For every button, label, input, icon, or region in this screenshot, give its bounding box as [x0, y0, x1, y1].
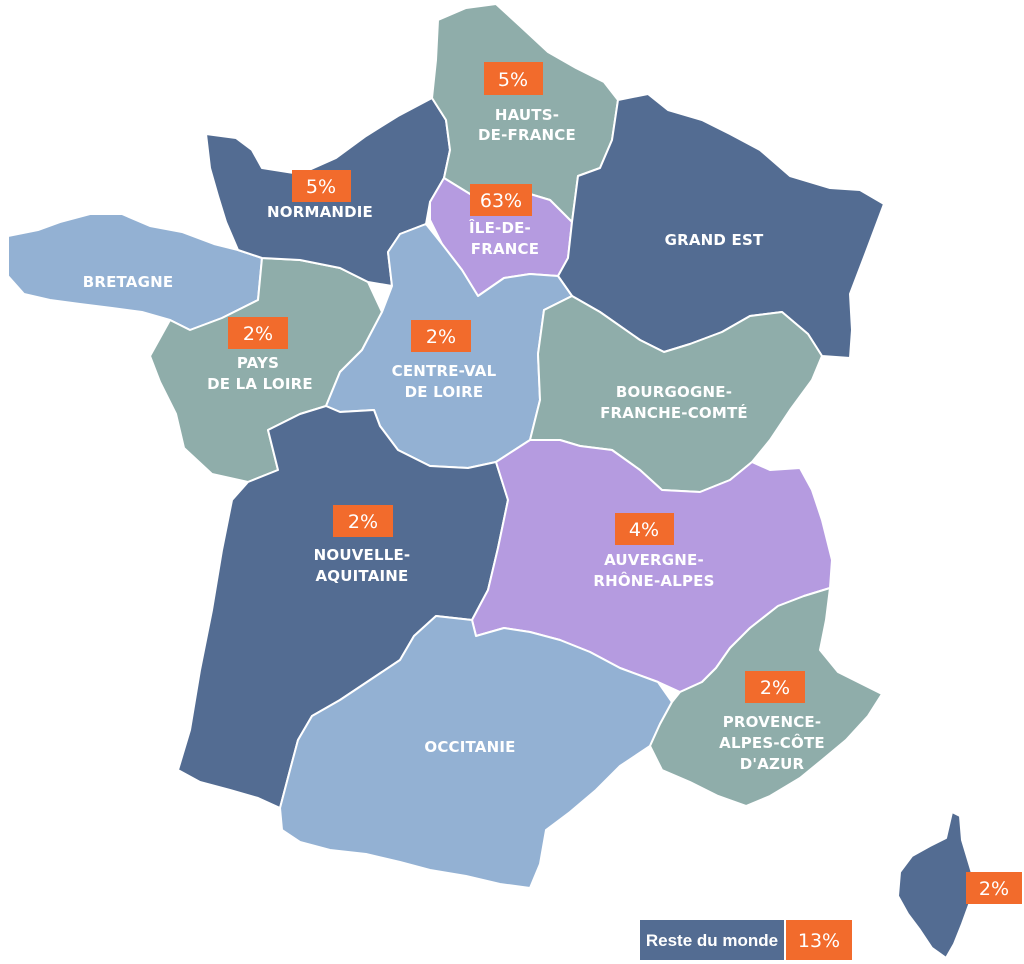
label-bourgogne-franche-comte-2: FRANCHE-COMTÉ	[600, 403, 748, 422]
label-bretagne: BRETAGNE	[83, 273, 174, 291]
rest-of-world-legend: Reste du monde 13%	[640, 920, 852, 960]
badge-normandie: 5%	[292, 170, 351, 202]
badge-corse: 2%	[966, 872, 1022, 904]
region-corse[interactable]	[897, 811, 975, 959]
label-centre-val-de-loire-2: DE LOIRE	[405, 383, 484, 401]
label-nouvelle-aquitaine-1: NOUVELLE-	[314, 546, 411, 564]
pct-corse: 2%	[979, 878, 1009, 900]
label-corse: CORSE	[965, 908, 1022, 926]
pct-auvergne-rhone-alpes: 4%	[629, 519, 659, 541]
label-auvergne-rhone-alpes-1: AUVERGNE-	[604, 551, 704, 569]
badge-nouvelle-aquitaine: 2%	[333, 505, 393, 537]
pct-hauts-de-france: 5%	[498, 69, 528, 91]
label-pays-de-la-loire-2: DE LA LOIRE	[207, 375, 313, 393]
label-bourgogne-franche-comte-1: BOURGOGNE-	[616, 383, 732, 401]
region-bretagne[interactable]	[7, 213, 263, 331]
label-grand-est: GRAND EST	[665, 231, 764, 249]
label-hauts-de-france-1: HAUTS-	[495, 106, 559, 124]
rest-of-world-pct-box	[786, 920, 852, 960]
badge-auvergne-rhone-alpes: 4%	[615, 513, 674, 545]
rest-of-world-label: Reste du monde	[646, 931, 778, 950]
label-nouvelle-aquitaine-2: AQUITAINE	[316, 567, 409, 585]
rest-of-world-pct: 13%	[798, 930, 840, 952]
label-normandie: NORMANDIE	[267, 203, 373, 221]
pct-nouvelle-aquitaine: 2%	[348, 511, 378, 533]
label-ile-de-france-2: FRANCE	[471, 240, 539, 258]
label-pays-de-la-loire-1: PAYS	[237, 354, 279, 372]
label-provence-3: D'AZUR	[740, 755, 805, 773]
badge-provence-alpes-cote-dazur: 2%	[745, 671, 805, 703]
pct-ile-de-france: 63%	[480, 190, 522, 212]
label-provence-2: ALPES-CÔTE	[719, 733, 825, 752]
badge-ile-de-france: 63%	[470, 184, 532, 216]
label-centre-val-de-loire-1: CENTRE-VAL	[392, 362, 497, 380]
region-occitanie[interactable]	[279, 615, 673, 889]
pct-normandie: 5%	[306, 176, 336, 198]
pct-centre-val-de-loire: 2%	[426, 326, 456, 348]
badge-hauts-de-france: 5%	[484, 62, 543, 95]
label-occitanie: OCCITANIE	[424, 738, 515, 756]
label-auvergne-rhone-alpes-2: RHÔNE-ALPES	[593, 571, 714, 590]
pct-provence-alpes-cote-dazur: 2%	[760, 677, 790, 699]
label-provence-1: PROVENCE-	[723, 713, 822, 731]
badge-centre-val-de-loire: 2%	[411, 320, 471, 352]
pct-pays-de-la-loire: 2%	[243, 323, 273, 345]
badge-pays-de-la-loire: 2%	[228, 317, 288, 349]
label-ile-de-france-1: ÎLE-DE-	[469, 218, 531, 237]
rest-of-world-label-box	[640, 920, 784, 960]
label-hauts-de-france-2: DE-FRANCE	[478, 126, 576, 144]
